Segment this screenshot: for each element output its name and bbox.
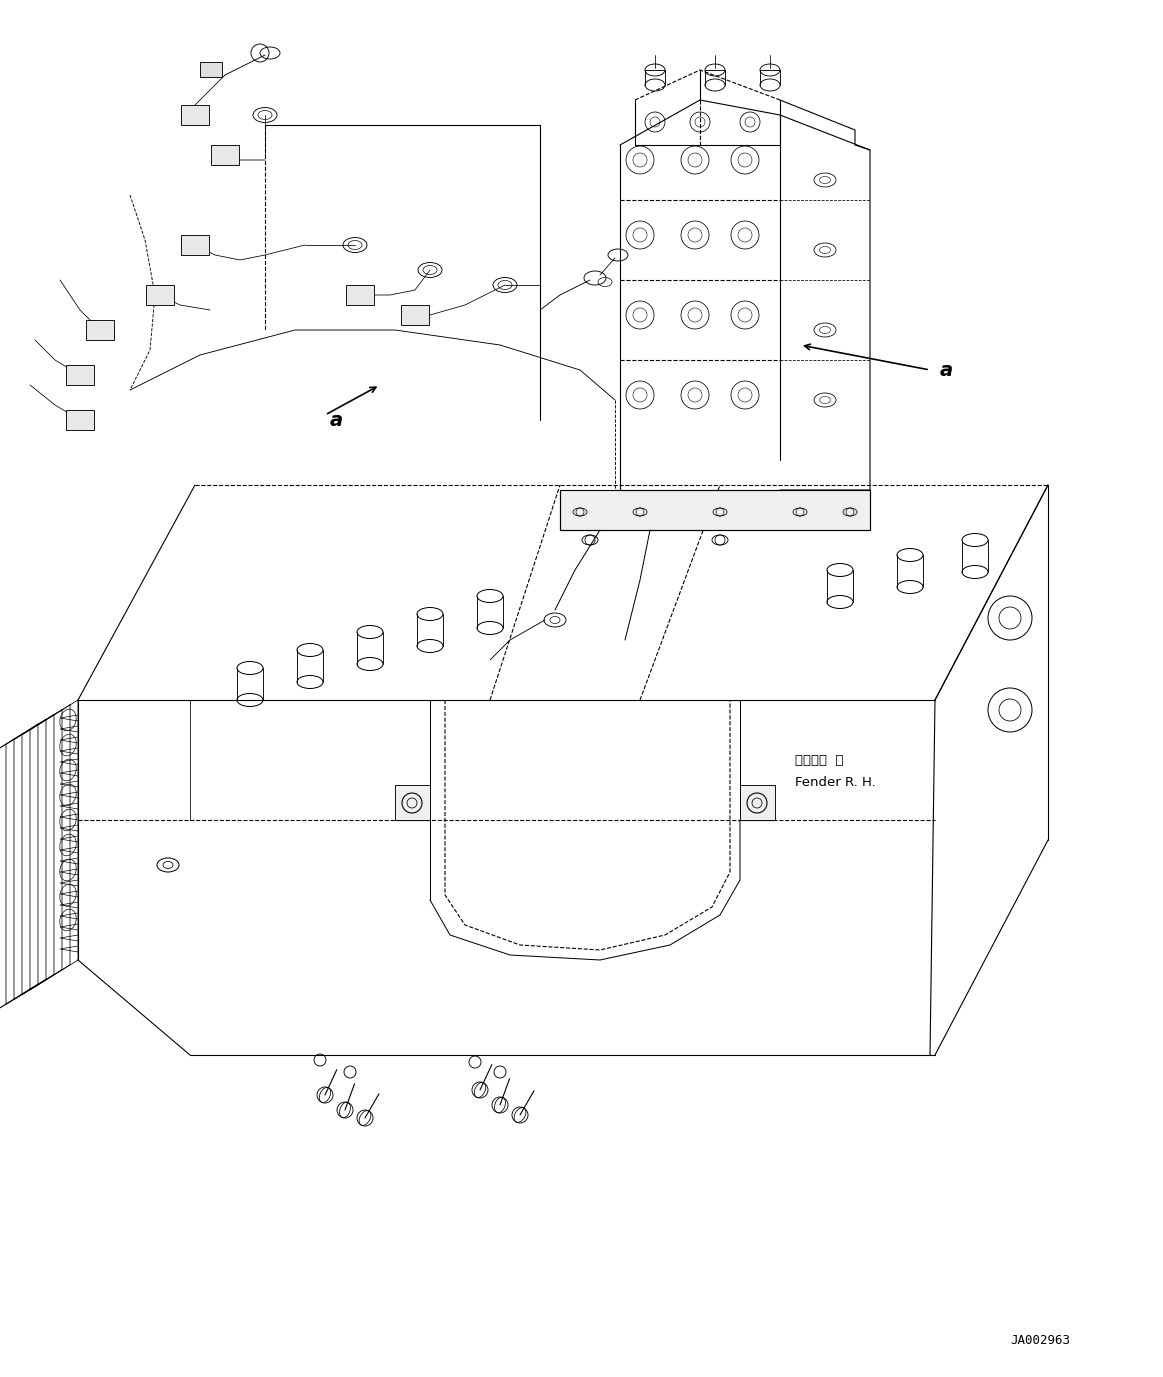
Bar bbox=[86, 319, 114, 340]
Text: フェンダ  右: フェンダ 右 bbox=[795, 753, 843, 767]
Text: JA002963: JA002963 bbox=[1009, 1333, 1070, 1347]
Text: a: a bbox=[940, 361, 954, 380]
Bar bbox=[181, 105, 209, 125]
Text: a: a bbox=[330, 410, 343, 430]
Bar bbox=[211, 145, 240, 165]
Bar bbox=[395, 785, 430, 819]
Bar bbox=[66, 365, 94, 386]
Bar bbox=[200, 62, 222, 77]
Bar bbox=[347, 285, 374, 304]
Bar bbox=[66, 410, 94, 430]
Polygon shape bbox=[561, 490, 870, 530]
Bar bbox=[147, 285, 174, 304]
Bar bbox=[401, 304, 429, 325]
Bar bbox=[740, 785, 775, 819]
Bar bbox=[181, 235, 209, 255]
Text: Fender R. H.: Fender R. H. bbox=[795, 775, 876, 789]
